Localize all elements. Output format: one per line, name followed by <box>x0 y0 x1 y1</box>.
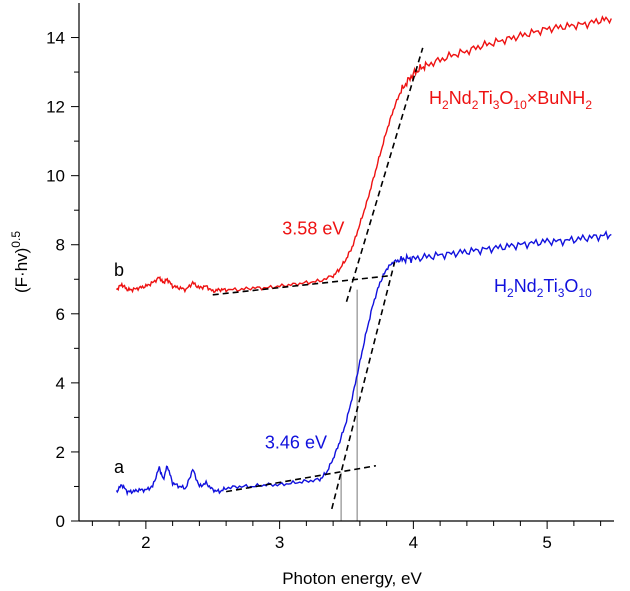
formula-subscript: 3 <box>493 98 500 112</box>
y-tick-label: 0 <box>56 512 65 531</box>
y-axis-label: (F·hv)0.5 <box>9 231 31 293</box>
formula-text: Nd <box>449 88 472 108</box>
y-tick-label: 10 <box>46 167 65 186</box>
formula-text: Nd <box>514 276 537 296</box>
formula-subscript: 10 <box>578 286 592 300</box>
y-tick-label: 6 <box>56 305 65 324</box>
series-a-formula: H2Nd2Ti3O10 <box>494 276 592 300</box>
formula-text: O <box>499 88 513 108</box>
y-tick-label: 4 <box>56 374 65 393</box>
y-tick-label: 14 <box>46 29 65 48</box>
band-gap-annotation: 3.46 eV <box>265 432 327 452</box>
formula-subscript: 2 <box>442 98 449 112</box>
x-tick-label: 4 <box>409 533 418 552</box>
formula-text: O <box>564 276 578 296</box>
x-axis-label: Photon energy, eV <box>282 569 422 588</box>
formula-text: H <box>429 88 442 108</box>
fit-line <box>212 275 390 296</box>
formula-subscript: 2 <box>507 286 514 300</box>
series-b-letter: b <box>114 260 124 280</box>
x-tick-label: 2 <box>141 533 150 552</box>
formula-text: ×BuNH <box>527 88 586 108</box>
series-line-b <box>115 15 612 294</box>
formula-text: H <box>494 276 507 296</box>
band-gap-annotation: 3.58 eV <box>282 218 344 238</box>
y-tick-label: 8 <box>56 236 65 255</box>
fit-line <box>225 464 377 493</box>
series-b-formula: H2Nd2Ti3O10×BuNH2 <box>429 88 592 112</box>
y-tick-label: 2 <box>56 443 65 462</box>
formula-subscript: 2 <box>537 286 544 300</box>
series-a-letter: a <box>114 457 125 477</box>
series-line-a <box>115 230 612 497</box>
y-tick-label: 12 <box>46 98 65 117</box>
y-axis-label-exponent: 0.5 <box>9 231 23 248</box>
plot-area: 3.58 eV 3.46 eV <box>115 15 612 521</box>
x-tick-label: 3 <box>275 533 284 552</box>
x-tick-label: 5 <box>542 533 551 552</box>
formula-text: Ti <box>478 88 492 108</box>
formula-subscript: 2 <box>585 98 592 112</box>
fit-line <box>331 261 396 510</box>
formula-subscript: 3 <box>558 286 565 300</box>
formula-text: Ti <box>543 276 557 296</box>
formula-subscript: 10 <box>513 98 527 112</box>
formula-subscript: 2 <box>472 98 479 112</box>
fit-line <box>345 47 424 302</box>
y-axis-label-main: (F·hv) <box>12 248 31 293</box>
